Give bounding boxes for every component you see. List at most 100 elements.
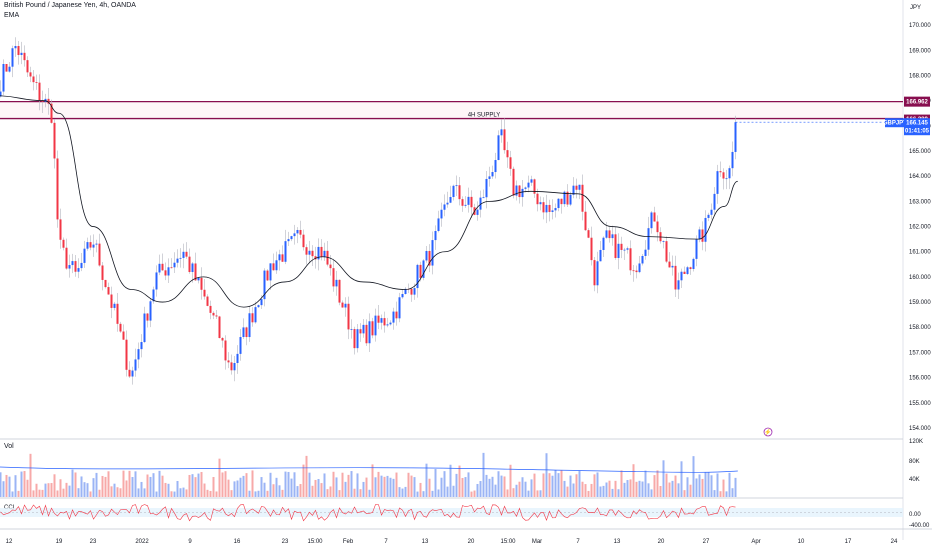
time-tick-label: 15:00 [307,539,323,545]
candle [623,249,626,251]
candle [89,242,92,248]
volume-bar [71,469,74,497]
volume-bar [674,475,677,497]
volume-bar [257,490,260,497]
volume-bar [182,487,185,497]
candle [71,261,74,266]
volume-bar [479,481,482,497]
candle [311,250,314,257]
candle [650,212,653,229]
candle [611,234,614,239]
volume-bar [482,452,485,497]
volume-bar [347,474,350,497]
volume-bar [530,479,533,497]
volume-bar [473,490,476,497]
candle [119,323,122,332]
currency-label: JPY [910,5,921,11]
candle [587,230,590,238]
candle [581,184,584,212]
candle [110,294,113,308]
candle [485,178,488,198]
volume-bar [2,481,5,497]
candle [722,172,725,179]
volume-bar [110,486,113,497]
volume-bar [248,490,251,497]
volume-bar [653,475,656,497]
volume-bar [107,471,110,497]
volume-bar [188,474,191,497]
volume-bar [608,480,611,497]
volume-tick-label: 40K [909,477,920,483]
volume-bar [131,477,134,497]
volume-bar [521,477,524,497]
candle [449,197,452,203]
volume-bar [152,473,155,497]
volume-bar [716,473,719,497]
candle [17,46,20,55]
candle [314,256,317,260]
candle [713,193,716,210]
volume-bar [23,471,26,497]
volume-bar [29,453,32,497]
price-tick-label: 156.000 [909,376,931,382]
supply-zone-label: 4H SUPPLY [468,113,501,119]
volume-bar [491,476,494,497]
volume-group [0,452,737,497]
ema-legend: EMA [4,12,20,19]
candle [389,322,392,325]
candle [353,329,356,349]
candle [614,234,617,258]
candle [557,198,560,209]
candle [620,243,623,250]
candle [257,305,260,308]
volume-bar [8,476,11,497]
candle [416,264,419,289]
volume-bar [410,475,413,497]
time-tick-label: 9 [188,539,192,545]
volume-bar [53,474,56,497]
candle [398,297,401,319]
candle [515,185,518,196]
time-tick-label: 2022 [135,539,149,545]
candle [410,288,413,295]
candle [545,204,548,213]
volume-bar [104,476,107,497]
candle [239,337,242,354]
volume-bar [446,486,449,497]
candle [635,270,638,273]
volume-bar [98,489,101,497]
candle [617,243,620,258]
volume-bar [356,473,359,497]
volume-bar [437,489,440,497]
volume-bar [683,490,686,497]
volume-bar [245,473,248,497]
ema-line [0,95,738,308]
volume-bar [260,477,263,497]
volume-bar [515,484,518,497]
candle [20,52,23,55]
volume-bar [329,486,332,497]
candle [317,246,320,260]
candle [302,234,305,248]
candle [362,324,365,334]
volume-bar [323,473,326,497]
volume-bar [239,477,242,497]
volume-bar [692,456,695,497]
candle [698,229,701,240]
candle [563,191,566,205]
candle [488,176,491,179]
candle [425,250,428,261]
candles-group [0,37,737,385]
volume-bar [332,471,335,497]
candle [320,246,323,258]
volume-bar [485,474,488,497]
candle [554,208,557,211]
volume-bar [284,471,287,497]
volume-bar [338,490,341,497]
candle [140,342,143,350]
volume-legend: Vol [4,443,14,450]
candle [662,241,665,242]
candle [476,209,479,215]
